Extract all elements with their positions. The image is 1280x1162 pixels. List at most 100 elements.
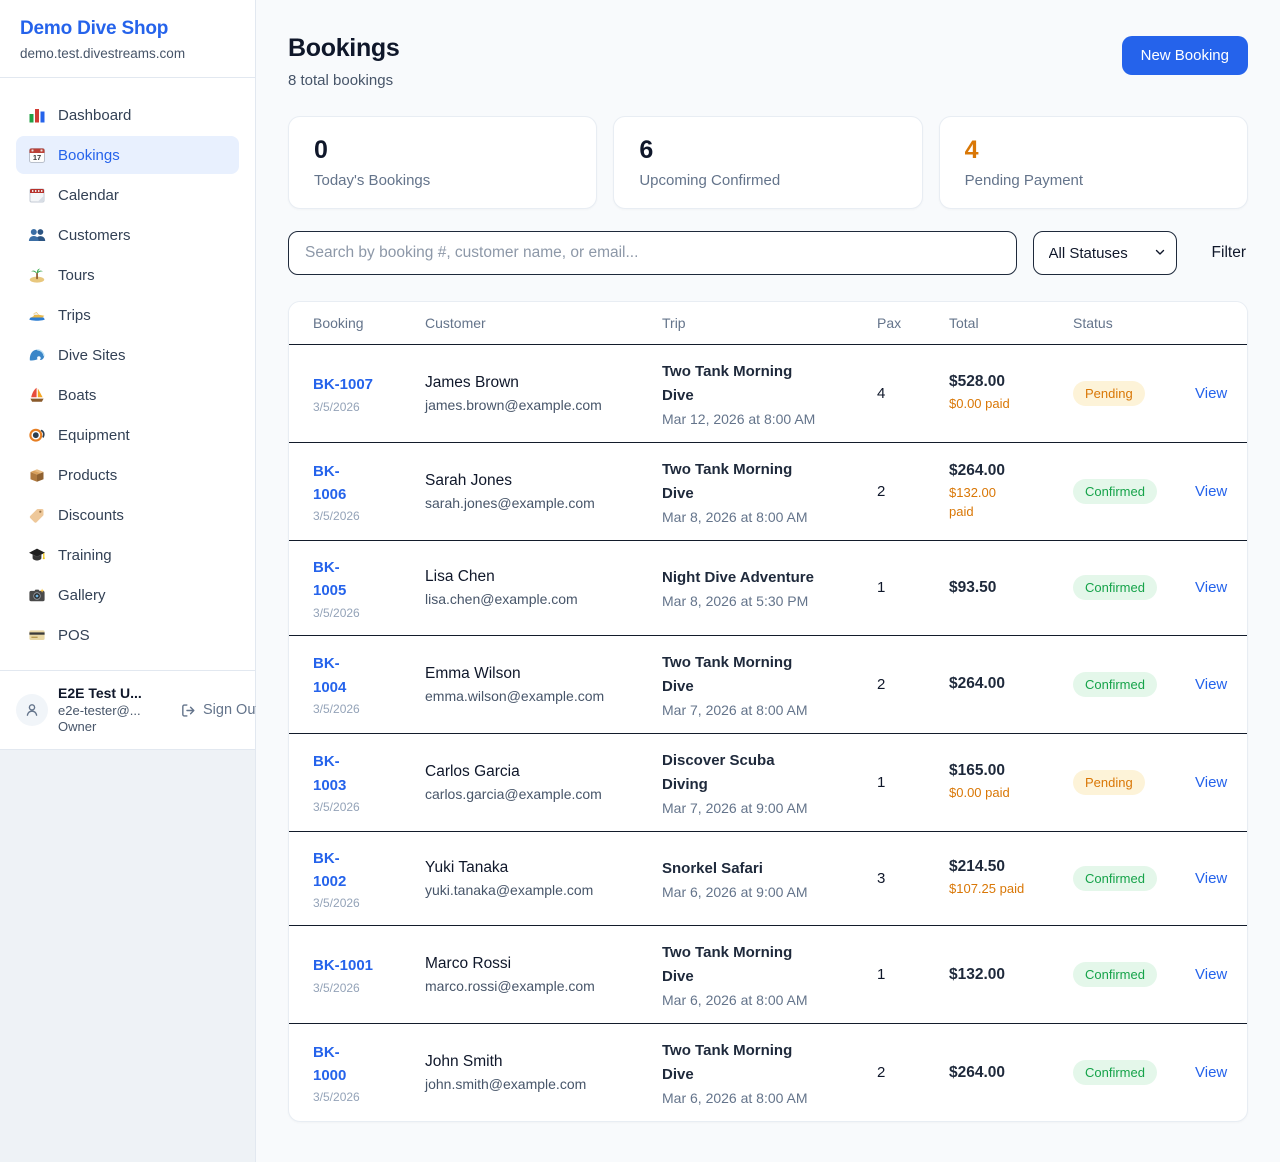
new-booking-button[interactable]: New Booking [1121,36,1248,75]
stat-card-upcoming-confirmed: 6 Upcoming Confirmed [613,116,923,209]
actions-cell: View [1195,1024,1247,1122]
booking-id-link[interactable]: BK- 1004 [313,655,347,696]
col-header-status: Status [1073,302,1195,345]
status-cell: Confirmed [1073,831,1195,926]
booking-id-link[interactable]: BK- 1000 [313,1043,347,1084]
table-row: BK- 1000 3/5/2026 John Smith john.smith@… [289,1024,1247,1122]
customer-cell: John Smith john.smith@example.com [425,1024,662,1122]
sidebar-item-customers[interactable]: Customers [16,216,239,254]
view-link[interactable]: View [1195,1064,1228,1081]
view-link[interactable]: View [1195,675,1228,693]
status-badge: Confirmed [1073,865,1157,891]
sidebar-item-label: Training [58,546,112,564]
brand-header: Demo Dive Shop demo.test.divestreams.com [0,0,255,78]
trip-cell: Night Dive Adventure Mar 8, 2026 at 5:30… [662,540,877,636]
customer-email: yuki.tanaka@example.com [425,881,594,898]
booking-id-link[interactable]: BK- 1002 [313,849,347,890]
paid-amount: $0.00 paid [949,396,1010,412]
sidebar-item-bookings[interactable]: 17 Bookings [16,136,239,174]
sidebar-item-calendar[interactable]: Calendar [16,176,239,214]
sidebar-item-label: Trips [58,306,91,324]
customer-email: sarah.jones@example.com [425,495,595,511]
booking-cell: BK- 1003 3/5/2026 [289,733,425,832]
sidebar-item-equipment[interactable]: Equipment [16,416,239,454]
booking-id-link[interactable]: BK-1001 [313,957,374,975]
total-cell: $264.00 [949,1024,1073,1122]
trip-cell: Two Tank Morning Dive Mar 12, 2026 at 8:… [662,344,877,443]
customer-email: carlos.garcia@example.com [425,785,602,802]
pos-icon [29,630,45,640]
view-link[interactable]: View [1195,773,1228,791]
booking-id-link[interactable]: BK- 1005 [313,559,347,600]
bookings-table-body: BK-1007 3/5/2026 James Brown james.brown… [289,344,1247,1122]
user-meta: E2E Test U... e2e-tester@... Owner [58,685,170,735]
booking-date: 3/5/2026 [313,980,360,995]
sign-out-button[interactable]: Sign Out [180,702,259,719]
stat-card-todays-bookings: 0 Today's Bookings [288,116,598,209]
paid-amount: $132.00 paid [949,484,996,519]
actions-cell: View [1195,635,1247,734]
booking-id-link[interactable]: BK- 1006 [313,462,347,503]
sidebar-item-label: Equipment [58,426,130,444]
view-link[interactable]: View [1195,869,1228,887]
total-cell: $214.50 $107.25 paid [949,831,1073,926]
dive-sites-icon [29,349,45,361]
actions-cell: View [1195,733,1247,832]
booking-cell: BK- 1000 3/5/2026 [289,1024,425,1122]
view-link[interactable]: View [1195,385,1228,402]
trip-cell: Two Tank Morning Dive Mar 7, 2026 at 8:0… [662,635,877,734]
sidebar-item-training[interactable]: Training [16,536,239,574]
pax-cell: 4 [877,344,949,443]
booking-cell: BK- 1004 3/5/2026 [289,635,425,734]
sidebar-item-trips[interactable]: Trips [16,296,239,334]
pax-cell: 2 [877,1064,886,1081]
sign-out-label: Sign Out [203,702,260,718]
search-input[interactable] [288,231,1017,275]
bookings-table: Booking Customer Trip Pax Total Status B… [289,302,1247,1122]
col-header-customer: Customer [425,302,662,345]
filter-button[interactable]: Filter [1210,240,1248,266]
booking-cell: BK-1007 3/5/2026 [289,344,425,443]
status-badge: Pending [1073,769,1145,795]
sidebar-item-products[interactable]: Products [16,456,239,494]
sidebar-item-tours[interactable]: Tours [16,256,239,294]
col-header-total: Total [949,302,1073,345]
sidebar-item-dashboard[interactable]: Dashboard [16,96,239,134]
view-link[interactable]: View [1195,483,1228,500]
total-amount: $528.00 [949,373,1006,391]
booking-date: 3/5/2026 [313,701,360,716]
customer-name: Marco Rossi [425,955,512,972]
booking-id-link[interactable]: BK- 1003 [313,753,347,794]
col-header-actions [1195,302,1247,345]
trip-cell: Discover Scuba Diving Mar 7, 2026 at 9:0… [662,733,877,832]
sidebar-item-dive-sites[interactable]: Dive Sites [16,336,239,374]
col-header-booking: Booking [289,302,425,345]
pax-cell: 1 [877,540,949,636]
user-name: E2E Test U... [58,685,142,701]
discounts-icon [29,509,44,523]
products-icon [30,469,44,482]
trip-cell: Two Tank Morning Dive Mar 6, 2026 at 8:0… [662,1024,877,1122]
trip-datetime: Mar 12, 2026 at 8:00 AM [662,411,816,427]
customer-name: James Brown [425,374,519,391]
booking-cell: BK- 1005 3/5/2026 [289,540,425,636]
sidebar-item-pos[interactable]: POS [16,616,239,654]
bookings-table-card: Booking Customer Trip Pax Total Status B… [288,301,1248,1122]
bookings-icon: 17 [29,148,45,163]
sidebar-item-boats[interactable]: Boats [16,376,239,414]
trips-icon [29,312,45,321]
total-cell: $132.00 [949,925,1073,1024]
sidebar-item-label: POS [58,626,90,644]
booking-id-link[interactable]: BK-1007 [313,376,374,394]
page-header: Bookings 8 total bookings New Booking [288,34,1248,89]
sidebar-item-gallery[interactable]: Gallery [16,576,239,614]
sidebar-item-discounts[interactable]: Discounts [16,496,239,534]
total-amount: $264.00 [949,675,1006,692]
gallery-icon [29,588,45,602]
customer-name: Lisa Chen [425,568,495,586]
view-link[interactable]: View [1195,966,1228,983]
trip-datetime: Mar 7, 2026 at 8:00 AM [662,701,808,718]
total-amount: $132.00 [949,965,1006,983]
status-select[interactable]: All Statuses [1032,231,1177,275]
view-link[interactable]: View [1195,579,1228,597]
